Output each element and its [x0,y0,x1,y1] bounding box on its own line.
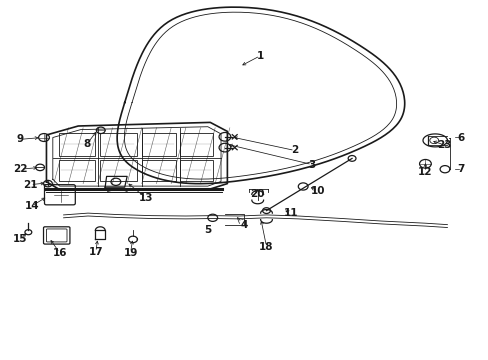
Text: 11: 11 [283,208,298,218]
Bar [142,133,176,156]
Bar [59,160,95,181]
Text: 21: 21 [23,180,38,190]
Text: 23: 23 [436,140,450,150]
Text: 6: 6 [456,133,463,143]
Text: 20: 20 [250,189,264,199]
Text: 10: 10 [310,186,325,196]
Text: 8: 8 [83,139,90,149]
Text: 2: 2 [291,145,298,156]
Bar [100,133,137,156]
Bar [100,160,137,181]
Text: 4: 4 [240,220,248,230]
Text: 19: 19 [123,248,138,258]
Bar [59,133,95,156]
Text: 1: 1 [256,51,263,61]
Text: 7: 7 [456,164,464,174]
Text: 3: 3 [308,159,315,170]
Text: 18: 18 [259,242,273,252]
Text: 12: 12 [417,167,432,177]
Text: 9: 9 [17,134,24,144]
Bar [180,160,213,181]
Bar [180,133,213,156]
Text: 14: 14 [24,201,39,211]
Text: 5: 5 [204,225,211,235]
Text: 17: 17 [88,247,103,257]
Text: 22: 22 [13,164,28,174]
Bar [142,160,176,181]
Text: 13: 13 [138,193,153,203]
Text: 16: 16 [52,248,67,258]
Text: 15: 15 [13,234,28,244]
